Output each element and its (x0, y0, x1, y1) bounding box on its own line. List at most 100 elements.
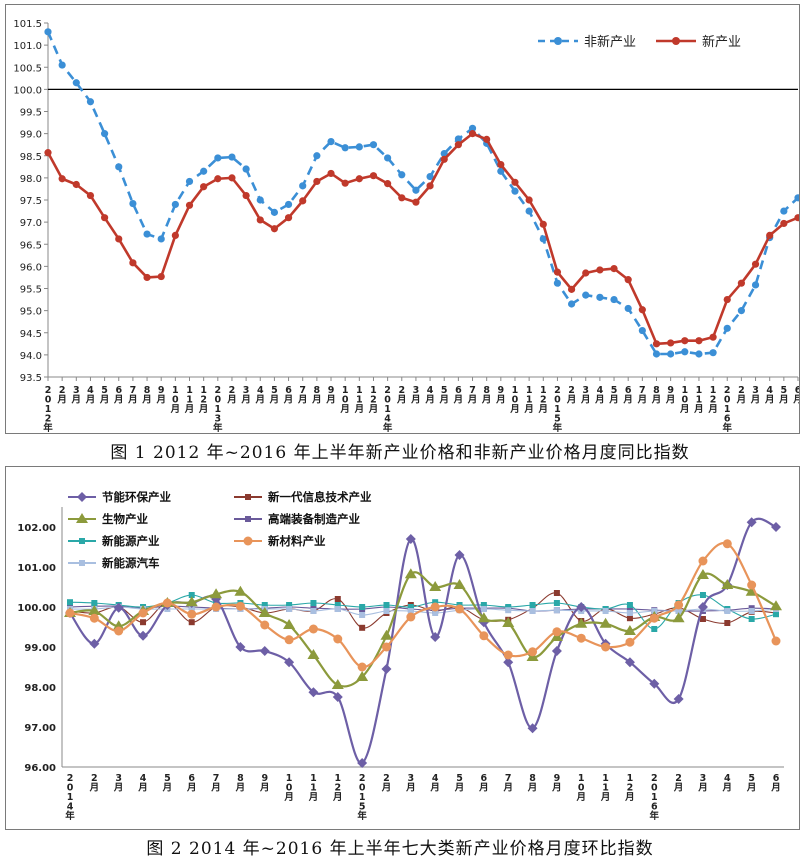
y-tick-label: 101.5 (13, 19, 42, 30)
data-point (284, 200, 293, 209)
y-tick-label: 100.0 (13, 85, 42, 96)
data-point (284, 214, 293, 222)
data-point (440, 155, 448, 163)
legend-label: 节能环保产业 (102, 490, 171, 504)
data-point (357, 662, 367, 672)
data-point (359, 604, 366, 610)
data-point (341, 144, 349, 152)
data-point (477, 612, 490, 623)
data-point (334, 606, 341, 612)
data-point (426, 172, 434, 181)
y-tick-label: 93.5 (20, 373, 42, 384)
legend-marker (245, 516, 251, 522)
data-point (567, 300, 576, 308)
data-point (143, 230, 151, 238)
y-tick-label: 96.0 (20, 262, 42, 273)
data-point (101, 130, 109, 138)
data-point (58, 61, 66, 69)
data-point (553, 268, 562, 276)
data-point (737, 307, 745, 315)
y-tick-label: 100.5 (13, 63, 42, 74)
y-tick-label: 98.00 (24, 683, 56, 694)
legend-label: 新产业 (702, 34, 741, 50)
data-point (624, 304, 632, 313)
legend-marker (672, 37, 680, 45)
data-point (426, 182, 434, 190)
chart2-svg: 96.00 97.00 98.00 99.00 100.00 101.00 102.00 2 0… (17, 490, 784, 822)
data-point (794, 194, 800, 202)
data-point (67, 599, 73, 606)
data-point (529, 608, 536, 614)
data-point (695, 350, 703, 358)
data-point (140, 619, 147, 626)
y-tick-label: 102.00 (17, 523, 56, 534)
data-point (453, 579, 466, 589)
data-point (327, 169, 335, 178)
chart2-frame: 96.00 97.00 98.00 99.00 100.00 101.00 102.00 2 0… (5, 466, 800, 830)
data-point (138, 630, 149, 641)
data-point (780, 207, 788, 215)
data-point (751, 281, 760, 289)
data-point (626, 606, 633, 612)
y-tick-label: 97.5 (20, 196, 42, 207)
y-tick-label: 99.0 (20, 130, 42, 141)
data-point (242, 191, 250, 200)
legend-label: 新一代信息技术产业 (268, 490, 372, 504)
data-point (539, 235, 547, 243)
data-point (748, 616, 755, 622)
data-point (681, 337, 689, 345)
data-point (284, 657, 295, 668)
data-point (256, 196, 264, 204)
data-point (341, 179, 349, 187)
data-point (528, 647, 538, 657)
data-point (381, 664, 392, 674)
y-tick-label: 98.5 (20, 152, 42, 163)
legend-label: 生物产业 (102, 512, 148, 526)
data-point (698, 556, 708, 566)
data-point (261, 602, 268, 608)
data-point (771, 522, 781, 532)
data-point (406, 612, 416, 622)
legend-marker (79, 560, 85, 566)
data-point (652, 350, 661, 358)
data-point (260, 620, 270, 630)
data-point (359, 624, 366, 631)
data-point (200, 183, 208, 191)
data-point (188, 606, 195, 612)
data-point (539, 220, 547, 228)
data-point (115, 163, 123, 171)
legend-marker (243, 536, 253, 546)
data-point (567, 285, 576, 293)
legend-label: 高端装备制造产业 (268, 512, 360, 526)
data-point (185, 596, 198, 607)
data-point (143, 273, 151, 282)
data-point (511, 187, 519, 195)
data-point (667, 339, 675, 347)
data-point (187, 609, 197, 619)
data-point (626, 615, 633, 622)
legend-marker (245, 494, 251, 500)
data-point (138, 608, 148, 618)
data-point (270, 225, 279, 233)
data-point (552, 627, 562, 637)
